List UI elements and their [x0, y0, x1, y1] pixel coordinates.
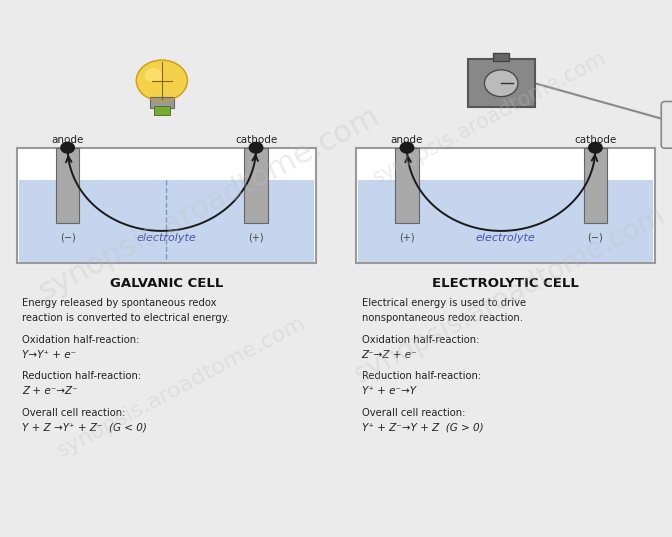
Bar	[56, 148, 79, 223]
Circle shape	[589, 142, 602, 153]
Bar	[19, 180, 314, 262]
Text: ELECTROLYTIC CELL: ELECTROLYTIC CELL	[432, 277, 579, 289]
Circle shape	[485, 70, 518, 97]
Text: Y⁺ + Z⁻→Y + Z  (G > 0): Y⁺ + Z⁻→Y + Z (G > 0)	[362, 423, 483, 433]
Bar	[493, 53, 509, 61]
Text: anode: anode	[391, 135, 423, 145]
Circle shape	[136, 60, 187, 101]
Bar	[154, 106, 170, 115]
Text: Reduction half-reaction:: Reduction half-reaction:	[22, 371, 141, 381]
Bar	[17, 148, 316, 263]
Bar	[395, 148, 419, 223]
Text: synopsis.aroadtome.com: synopsis.aroadtome.com	[370, 48, 610, 188]
Text: (−): (−)	[60, 233, 75, 243]
Text: (−): (−)	[587, 233, 603, 243]
Bar	[245, 148, 267, 223]
Bar	[468, 59, 535, 107]
Text: cathode: cathode	[235, 135, 277, 145]
Text: nonspontaneous redox reaction.: nonspontaneous redox reaction.	[362, 313, 523, 323]
Text: Overall cell reaction:: Overall cell reaction:	[362, 408, 465, 418]
Bar	[358, 180, 653, 262]
Bar	[356, 148, 655, 263]
Text: synopsis.aroadtome.com: synopsis.aroadtome.com	[54, 313, 310, 461]
Text: Y→Y⁺ + e⁻: Y→Y⁺ + e⁻	[22, 350, 77, 360]
Text: synopsis.aroadtome.com: synopsis.aroadtome.com	[34, 101, 384, 307]
Text: Reduction half-reaction:: Reduction half-reaction:	[362, 371, 480, 381]
Circle shape	[401, 142, 414, 153]
Text: Electrical energy is used to drive: Electrical energy is used to drive	[362, 298, 526, 308]
Text: anode: anode	[52, 135, 84, 145]
Circle shape	[249, 142, 263, 153]
Text: Energy released by spontaneous redox: Energy released by spontaneous redox	[22, 298, 216, 308]
Text: (+): (+)	[399, 233, 415, 243]
Text: cathode: cathode	[575, 135, 616, 145]
Text: Y + Z →Y⁺ + Z⁻  (G < 0): Y + Z →Y⁺ + Z⁻ (G < 0)	[22, 423, 147, 433]
Circle shape	[61, 142, 75, 153]
Text: Z + e⁻→Z⁻: Z + e⁻→Z⁻	[22, 386, 78, 396]
Text: reaction is converted to electrical energy.: reaction is converted to electrical ener…	[22, 313, 230, 323]
Text: Oxidation half-reaction:: Oxidation half-reaction:	[362, 335, 479, 345]
Text: electrolyte: electrolyte	[476, 233, 536, 243]
Text: Overall cell reaction:: Overall cell reaction:	[22, 408, 126, 418]
Circle shape	[146, 69, 162, 82]
Text: GALVANIC CELL: GALVANIC CELL	[110, 277, 223, 289]
Bar	[150, 97, 174, 108]
Text: electrolyte: electrolyte	[136, 233, 196, 243]
Text: Y⁺ + e⁻→Y: Y⁺ + e⁻→Y	[362, 386, 416, 396]
Text: Oxidation half-reaction:: Oxidation half-reaction:	[22, 335, 140, 345]
Text: (+): (+)	[248, 233, 264, 243]
FancyBboxPatch shape	[661, 101, 672, 148]
Text: Z⁻→Z + e⁻: Z⁻→Z + e⁻	[362, 350, 417, 360]
Bar	[583, 148, 607, 223]
Text: synopsis.aroadtome.com: synopsis.aroadtome.com	[349, 201, 670, 389]
